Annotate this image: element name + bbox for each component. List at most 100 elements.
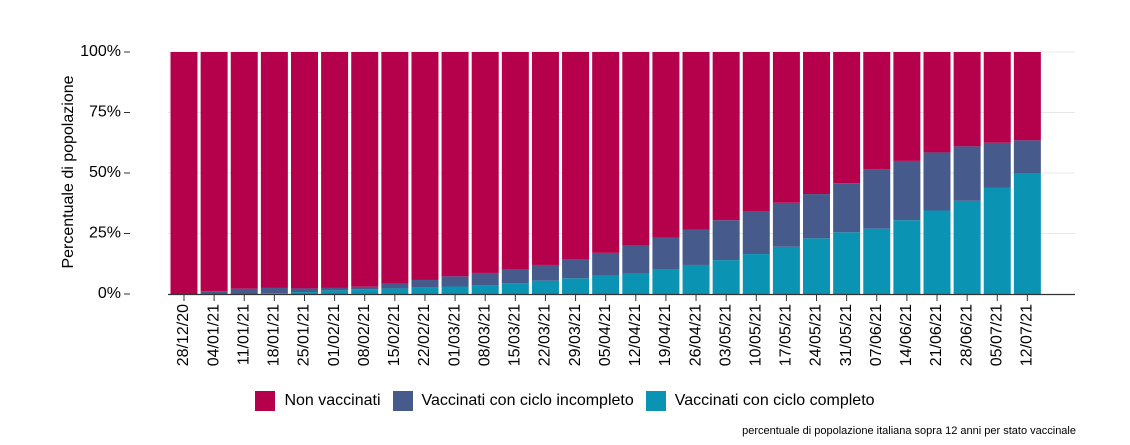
bar-segment: [803, 52, 831, 195]
bar-segment: [321, 290, 349, 294]
chart-caption: percentuale di popolazione italiana sopr…: [742, 425, 1076, 437]
bar-segment: [260, 293, 288, 294]
x-tick-label: 15/02/21: [386, 304, 403, 366]
bar-segment: [592, 52, 620, 253]
bar-segment: [983, 52, 1011, 143]
bar-segment: [652, 269, 680, 294]
bar-segment: [833, 183, 861, 233]
x-tick-label: 12/04/21: [627, 304, 644, 366]
y-tick-label: 50%: [89, 164, 121, 181]
bar-segment: [531, 264, 559, 281]
bar-segment: [953, 146, 981, 201]
x-tick-label: 04/01/21: [205, 304, 222, 366]
x-tick-label: 03/05/21: [717, 304, 734, 366]
y-tick-label: 0%: [98, 285, 121, 302]
bar-segment: [471, 52, 499, 273]
x-tick-label: 14/06/21: [898, 304, 915, 366]
x-tick-label: 05/07/21: [988, 304, 1005, 366]
bar-segment: [351, 289, 379, 294]
bar-segment: [652, 52, 680, 238]
bar-segment: [682, 52, 710, 230]
bar-segment: [200, 52, 228, 292]
bar-segment: [983, 142, 1011, 188]
bar-segment: [321, 52, 349, 288]
bar-segment: [682, 264, 710, 294]
bars-group: [170, 52, 1041, 294]
bar-segment: [471, 272, 499, 286]
bar-segment: [170, 52, 198, 294]
x-tick-label: 28/12/20: [175, 304, 192, 366]
bar-segment: [230, 288, 258, 294]
bar-segment: [1013, 173, 1041, 294]
bar-segment: [441, 286, 469, 294]
x-tick-label: 17/05/21: [778, 304, 795, 366]
y-axis-ticks: 0% 25% 50% 75% 100%: [80, 43, 130, 302]
bar-segment: [411, 52, 439, 280]
bar-segment: [501, 52, 529, 270]
bar-segment: [321, 287, 349, 291]
legend-item-non-vaccinati: Non vaccinati: [255, 391, 381, 411]
x-tick-label: 25/01/21: [296, 304, 313, 366]
x-tick-label: 08/02/21: [356, 304, 373, 366]
bar-segment: [893, 220, 921, 294]
bar-segment: [772, 202, 800, 247]
x-tick-label: 12/07/21: [1019, 304, 1036, 366]
legend-label: Vaccinati con ciclo completo: [674, 392, 875, 409]
bar-segment: [531, 52, 559, 265]
x-tick-label: 24/05/21: [808, 304, 825, 366]
y-tick-label: 100%: [80, 43, 121, 60]
bar-segment: [1013, 140, 1041, 173]
bar-segment: [923, 210, 951, 294]
bar-segment: [803, 238, 831, 294]
x-tick-label: 28/06/21: [958, 304, 975, 366]
bar-segment: [833, 232, 861, 294]
bar-segment: [531, 280, 559, 294]
bar-segment: [471, 285, 499, 294]
bar-segment: [953, 200, 981, 294]
x-tick-label: 29/03/21: [567, 304, 584, 366]
bar-segment: [351, 286, 379, 290]
bar-segment: [622, 273, 650, 294]
bar-segment: [290, 288, 318, 293]
bar-segment: [501, 283, 529, 294]
x-tick-label: 05/04/21: [597, 304, 614, 366]
bar-segment: [712, 260, 740, 294]
legend-label: Non vaccinati: [284, 392, 381, 409]
legend-swatch: [392, 391, 413, 411]
x-tick-label: 15/03/21: [507, 304, 524, 366]
x-tick-label: 26/04/21: [687, 304, 704, 366]
bar-segment: [592, 252, 620, 276]
bar-segment: [411, 279, 439, 288]
bar-segment: [381, 52, 409, 284]
bar-segment: [381, 283, 409, 289]
bar-segment: [260, 287, 288, 294]
x-tick-label: 22/03/21: [537, 304, 554, 366]
bar-segment: [200, 291, 228, 294]
bar-segment: [230, 52, 258, 289]
y-tick-label: 75%: [89, 104, 121, 121]
bar-segment: [562, 259, 590, 279]
legend-swatch: [645, 391, 666, 411]
bar-segment: [863, 169, 891, 229]
bar-segment: [803, 194, 831, 239]
x-tick-label: 10/05/21: [747, 304, 764, 366]
bar-segment: [923, 52, 951, 153]
bar-segment: [772, 246, 800, 294]
y-axis-label: Percentuale di popolazione: [60, 75, 77, 268]
bar-segment: [923, 152, 951, 211]
x-tick-label: 22/02/21: [416, 304, 433, 366]
bar-segment: [742, 210, 770, 255]
bar-segment: [260, 52, 288, 288]
x-axis-ticks: 28/12/20 04/01/21 11/01/21 18/01/21 25/01/21…: [175, 295, 1036, 366]
bar-segment: [592, 275, 620, 294]
bar-segment: [742, 254, 770, 294]
bar-segment: [290, 52, 318, 289]
bar-segment: [290, 292, 318, 294]
bar-segment: [742, 52, 770, 211]
bar-segment: [893, 160, 921, 221]
bar-segment: [983, 187, 1011, 294]
bar-segment: [351, 52, 379, 287]
bar-segment: [863, 52, 891, 170]
legend-label: Vaccinati con ciclo incompleto: [421, 392, 634, 409]
bar-segment: [1013, 52, 1041, 141]
